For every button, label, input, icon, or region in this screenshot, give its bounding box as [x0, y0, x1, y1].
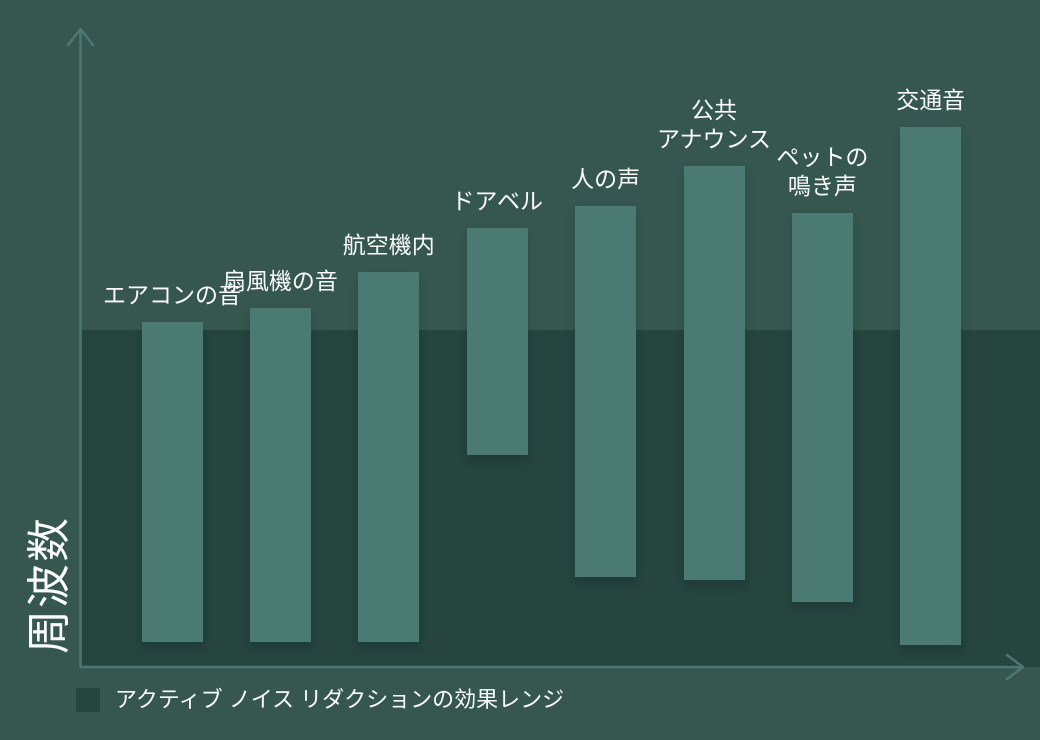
- legend: アクティブ ノイス リダクションの効果レンジ: [76, 686, 564, 713]
- bar-1: [141, 321, 203, 643]
- y-axis-arrow-icon: [66, 27, 95, 47]
- bar-2: [249, 307, 311, 643]
- bar-label-5: 人の声: [571, 165, 641, 192]
- legend-label: アクティブ ノイス リダクションの効果レンジ: [115, 687, 565, 712]
- bar-5: [575, 205, 637, 578]
- bar-4: [466, 228, 528, 455]
- bar-label-6: 公共 アナウンス: [656, 97, 772, 153]
- bar-7: [791, 212, 853, 603]
- bar-3: [358, 272, 420, 643]
- bar-label-4: ドアベル: [451, 188, 543, 215]
- legend-swatch: [76, 687, 100, 712]
- bar-label-2: 扇風機の音: [222, 267, 338, 294]
- bar-label-1: エアコンの音: [103, 281, 241, 308]
- bar-8: [900, 126, 962, 645]
- y-axis-label: 周波数: [25, 516, 74, 654]
- anc-effective-band: [81, 330, 1040, 667]
- bar-label-8: 交通音: [896, 86, 966, 113]
- bar-label-7: ペットの 鳴き声: [776, 143, 869, 199]
- bar-6: [683, 166, 745, 580]
- bar-label-3: 航空機内: [342, 232, 435, 259]
